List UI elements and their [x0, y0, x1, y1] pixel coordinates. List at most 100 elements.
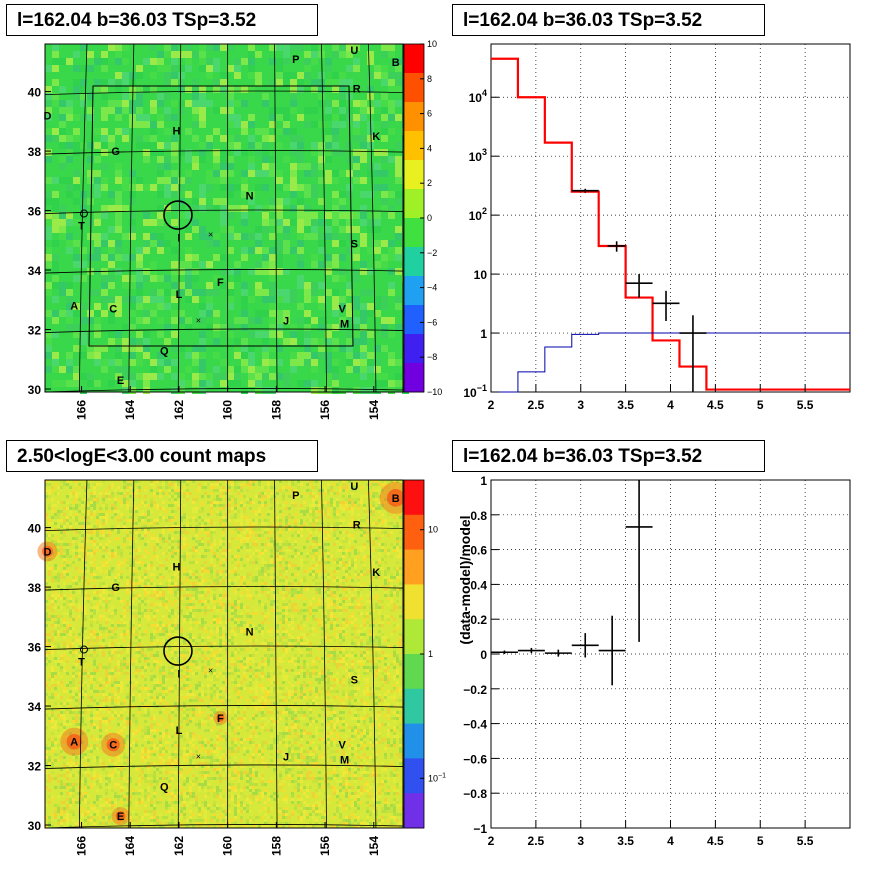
y-tick-label: 10 [474, 268, 488, 282]
source-label-U: U [350, 45, 358, 57]
cross-marker: × [208, 665, 213, 675]
panel1-title: l=162.04 b=36.03 TSp=3.52 [6, 4, 318, 36]
source-label-Q: Q [160, 345, 169, 357]
source-label-A: A [70, 301, 78, 313]
colorbar-segment [404, 44, 424, 74]
colorbar-segment [404, 102, 424, 132]
x-tick-label: 4 [667, 834, 674, 848]
y-tick-label: 38 [28, 581, 42, 595]
residual-frame [490, 479, 851, 829]
y-tick-label: 1 [480, 327, 487, 341]
x-tick-label: 3.5 [617, 398, 634, 412]
colorbar-segment [404, 160, 424, 190]
x-tick-label: 5 [757, 398, 764, 412]
colorbar-segment [404, 334, 424, 364]
colorbar-tick-label: −6 [427, 317, 437, 327]
x-tick-label: 160 [221, 836, 235, 856]
source-label-M: M [340, 755, 349, 767]
cross-marker: × [208, 229, 213, 239]
map-grid-meridian [274, 479, 278, 829]
colorbar-tick-label: −10 [427, 387, 442, 397]
y-tick-label: 0.4 [470, 578, 487, 592]
colorbar-tick-label: 10 [428, 525, 438, 535]
colorbar-tick-label: 6 [427, 109, 432, 119]
colorbar-segment [404, 363, 424, 393]
map-noise [45, 480, 405, 828]
source-label-B: B [392, 493, 400, 505]
panel4-title: l=162.04 b=36.03 TSp=3.52 [452, 440, 765, 472]
y-tick-label: 10−1 [463, 383, 487, 400]
colorbar-tick-label: −4 [427, 283, 437, 293]
map-panel-2: P U B R D K H G N T I S F L A C V J M Q E × × 166 164 162 160 158 15… [28, 479, 446, 856]
source-label-N: N [246, 191, 254, 203]
source-label-D: D [43, 546, 51, 558]
source-label-E: E [117, 811, 124, 823]
source-label-F: F [217, 713, 224, 725]
source-label-L: L [176, 289, 183, 301]
colorbar-tick-label: −8 [427, 352, 437, 362]
x-tick-label: 2 [488, 398, 495, 412]
panel3-title: 2.50<logE<3.00 count maps [6, 440, 318, 472]
x-tick-label: 2 [488, 834, 495, 848]
source-label-H: H [173, 125, 181, 137]
y-tick-label: 30 [28, 819, 42, 833]
colorbar-segment [404, 758, 424, 794]
x-tick-label: 2.5 [528, 834, 545, 848]
source-blob-core [216, 714, 225, 722]
y-tick-label: −1 [473, 822, 487, 836]
colorbar-segment [404, 688, 424, 725]
y-tick-label: 32 [28, 760, 42, 774]
y-tick-label: 34 [28, 264, 42, 278]
map-grid-parallel [44, 824, 404, 829]
source-label-Q: Q [160, 781, 169, 793]
colorbar-tick-label: 0 [427, 213, 432, 223]
map-grid-meridian [321, 479, 327, 829]
source-label-P: P [292, 54, 299, 66]
y-tick-label: 0.2 [470, 613, 487, 627]
map-grid-parallel [44, 645, 404, 650]
colorbar-tick-label: 2 [427, 178, 432, 188]
y-tick-label: 34 [28, 700, 42, 714]
x-tick-label: 164 [123, 836, 137, 856]
source-label-S: S [351, 238, 358, 250]
source-label-K: K [372, 567, 380, 579]
source-label-S: S [351, 674, 358, 686]
source-label-C: C [109, 740, 117, 752]
y-tick-label: −0.2 [463, 683, 487, 697]
map-grid-meridian [177, 479, 182, 829]
y-axis-label: (data-model)/model [457, 515, 473, 644]
colorbar-segment [404, 514, 424, 551]
map-grid-parallel [44, 209, 404, 214]
colorbar-tick-label: 4 [427, 143, 432, 153]
map-noise [45, 480, 405, 828]
y-tick-label: 32 [28, 324, 42, 338]
colorbar-segment [404, 793, 424, 829]
y-tick-label: 40 [28, 86, 42, 100]
target-circle [163, 636, 193, 666]
y-tick-label: 0.8 [470, 509, 487, 523]
y-tick-label: −0.8 [463, 787, 487, 801]
source-label-K: K [372, 131, 380, 143]
colorbar-segment [404, 189, 424, 219]
map-grid-parallel [44, 586, 404, 591]
map-grid-parallel [44, 388, 404, 393]
colorbar-segment [404, 549, 424, 585]
y-tick-label: 103 [469, 147, 487, 164]
colorbar-segment [404, 247, 424, 277]
x-tick-label: 162 [172, 836, 186, 856]
source-label-N: N [246, 627, 254, 639]
source-label-D: D [43, 110, 51, 122]
source-label-B: B [392, 57, 400, 69]
colorbar-segment [404, 73, 424, 103]
source-label-A: A [70, 737, 78, 749]
x-tick-label: 166 [75, 400, 89, 420]
map-grid-meridian [367, 43, 377, 393]
colorbar-tick-label: 10 [427, 39, 437, 49]
cross-marker: × [196, 316, 201, 326]
source-label-T: T [78, 220, 85, 232]
x-tick-label: 3.5 [617, 834, 634, 848]
spectrum-panel: 2 2.5 3 3.5 4 4.5 5 5.5 [488, 43, 851, 412]
x-tick-label: 162 [172, 400, 186, 420]
map-grid-parallel [44, 526, 404, 531]
